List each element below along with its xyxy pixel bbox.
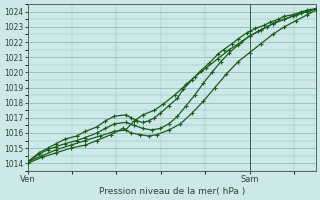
X-axis label: Pression niveau de la mer( hPa ): Pression niveau de la mer( hPa ) [99,187,245,196]
